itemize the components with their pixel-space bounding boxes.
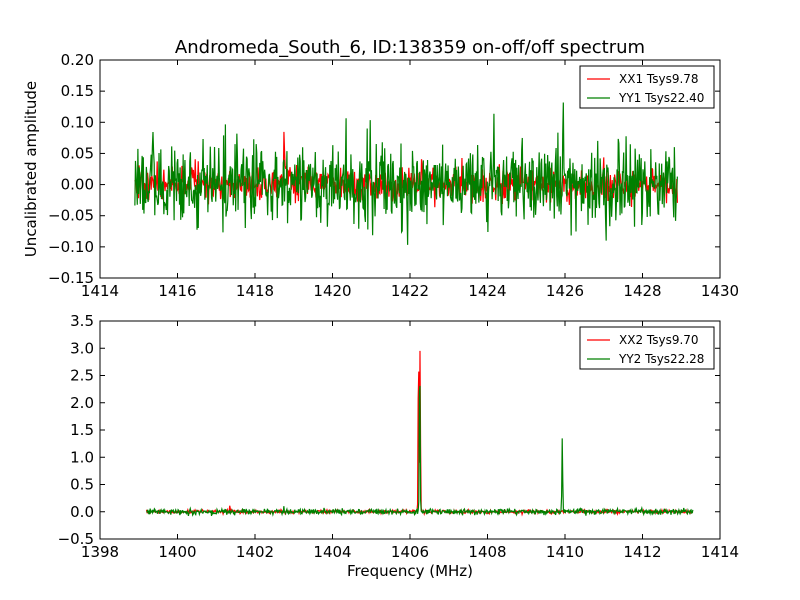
legend-label: YY1 Tsys22.40 [618,91,704,105]
x-tick-label: 1400 [158,543,196,561]
y-tick-label: 1.5 [70,421,94,439]
x-axis-label: Frequency (MHz) [347,562,473,580]
top-spectrum-panel: 1414 1416 1418 1420 1422 1424 1426 1428 1430 −0.1… [22,51,739,300]
legend-label: YY2 Tsys22.28 [618,352,704,366]
legend: XX2 Tsys9.70 YY2 Tsys22.28 [579,326,715,370]
x-tick-label: 1414 [81,282,119,300]
y-tick-label: 2.5 [70,367,94,385]
y-tick-label: 1.0 [70,448,94,466]
x-tick-label: 1416 [158,282,196,300]
plot-area [145,350,694,517]
legend-label: XX1 Tsys9.78 [619,72,699,86]
y-tick-label: −0.10 [48,238,94,256]
y-tick-label: −0.05 [48,207,94,225]
legend: XX1 Tsys9.78 YY1 Tsys22.40 [579,65,715,109]
x-tick-label: 1420 [313,282,351,300]
y-tick-label: 0.20 [61,51,94,69]
y-tick-label: 0.0 [70,503,94,521]
x-tick-label: 1406 [391,543,429,561]
y-tick-label: 0.00 [61,176,94,194]
x-tick-label: 1424 [468,282,506,300]
x-tick-label: 1422 [391,282,429,300]
x-tick-label: 1404 [313,543,351,561]
legend-box [579,65,715,109]
series-line-yy1 [134,102,678,245]
y-tick-label: −0.15 [48,269,94,287]
legend-label: XX2 Tsys9.70 [619,333,699,347]
x-tick-label: 1402 [236,543,274,561]
y-tick-label: 2.0 [70,394,94,412]
x-tick-label: 1398 [81,543,119,561]
y-tick-label: 0.05 [61,144,94,162]
y-tick-label: 0.10 [61,113,94,131]
x-tick-label: 1410 [546,543,584,561]
x-tick-label: 1414 [701,543,739,561]
y-tick-label: 0.15 [61,82,94,100]
plot-area [134,102,678,245]
x-tick-label: 1426 [546,282,584,300]
x-tick-label: 1418 [236,282,274,300]
x-tick-label: 1408 [468,543,506,561]
chart-title: Andromeda_South_6, ID:138359 on-off/off … [175,37,645,58]
bottom-spectrum-panel: 1398 1400 1402 1404 1406 1408 1410 1412 1414 −0.5… [58,312,740,580]
y-tick-label: −0.5 [58,530,94,548]
y-tick-label: 3.5 [70,312,94,330]
x-tick-label: 1428 [623,282,661,300]
y-axis-label: Uncalibrated amplitude [22,81,40,257]
y-tick-label: 3.0 [70,339,94,357]
y-tick-label: 0.5 [70,476,94,494]
series-line-yy2 [146,385,694,517]
x-tick-label: 1412 [623,543,661,561]
legend-box [579,326,715,370]
x-tick-label: 1430 [701,282,739,300]
